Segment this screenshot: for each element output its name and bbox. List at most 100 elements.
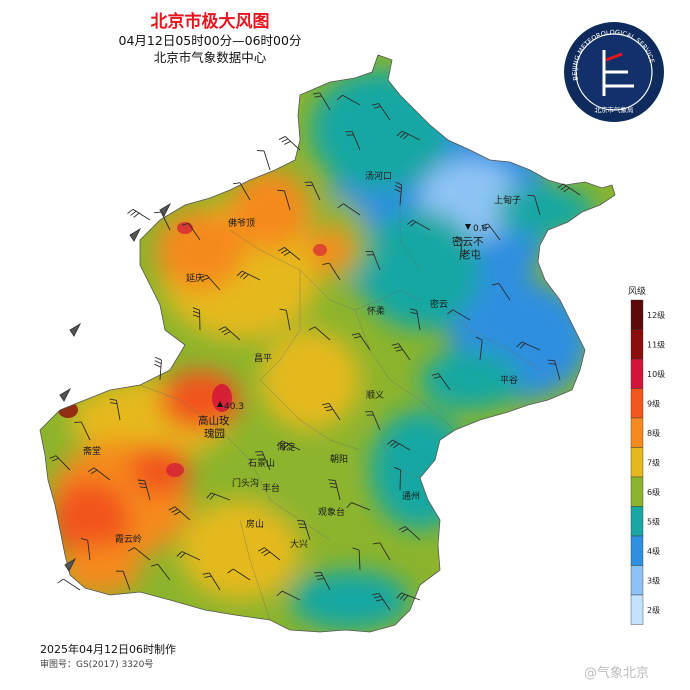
wind-barb-feather <box>324 405 332 409</box>
wind-barb-feather <box>221 328 228 333</box>
wind-barbs <box>49 92 581 611</box>
wind-flag-icon <box>64 557 77 572</box>
wind-barb-feather <box>313 571 321 574</box>
wind-barb-feather <box>330 486 338 488</box>
wind-barb-feather <box>239 272 246 278</box>
legend: 12级 11级 10级 9级 8级 7级 6级 5级 4级 3级 2级 <box>630 299 665 625</box>
wind-barb-feather <box>138 483 146 485</box>
legend-swatch <box>630 594 644 625</box>
wind-barb-shaft <box>328 262 341 281</box>
legend-swatch <box>630 535 644 566</box>
wind-barb-feather <box>560 185 567 191</box>
label-mentougou: 门头沟 <box>232 477 259 489</box>
wind-barb-feather <box>403 595 409 602</box>
wind-barb-feather <box>133 212 140 218</box>
wind-barb-feather <box>393 466 401 471</box>
wind-barb-feather <box>353 335 361 339</box>
wind-barb-shaft <box>63 578 81 591</box>
wind-barb-shaft <box>314 326 331 341</box>
wind-barb-shaft <box>343 203 361 216</box>
wind-barb-feather <box>90 469 98 475</box>
wind-barb-feather <box>308 326 316 331</box>
wind-barb-feather <box>375 598 383 602</box>
wind-barb-feather <box>179 552 186 559</box>
wind-barb-feather <box>527 194 535 197</box>
legend-label: 3级 <box>647 575 660 585</box>
wind-barb-feather <box>206 492 212 499</box>
wind-barb-feather <box>433 376 441 379</box>
max-marker-icon <box>217 401 223 407</box>
wind-barb-shaft <box>263 150 271 171</box>
wind-barb-feather <box>329 482 337 485</box>
legend-swatch <box>630 447 644 478</box>
wind-barb-feather <box>276 590 283 597</box>
wind-barb-feather <box>337 203 344 209</box>
wind-barb-feather <box>154 363 162 368</box>
wind-barb-feather <box>373 595 381 599</box>
wind-barb-feather <box>394 185 402 190</box>
legend-label: 2级 <box>647 605 660 615</box>
wind-barb-feather <box>258 547 265 552</box>
wind-barb-shaft <box>533 195 541 216</box>
legend-title: 风级 <box>628 287 647 297</box>
wind-barb-feather <box>154 211 162 214</box>
wind-barb-feather <box>391 343 399 346</box>
wind-barb-feather <box>304 181 312 183</box>
wind-barb-shaft <box>399 469 402 491</box>
wind-barb-feather <box>409 308 417 311</box>
label-chaoyang: 朝阳 <box>330 454 348 465</box>
wind-barb-shaft <box>233 568 251 581</box>
wind-barb-feather <box>386 439 393 445</box>
wind-barb-feather <box>371 103 379 106</box>
wind-barb-feather <box>326 408 334 412</box>
wind-barb-feather <box>128 547 135 552</box>
legend-label: 5级 <box>647 516 660 526</box>
station-max-name-2: 瑰园 <box>204 427 225 440</box>
wind-barb-feather <box>317 578 325 580</box>
label-haidian: 海淀 <box>277 441 295 453</box>
wind-barb-feather <box>410 221 417 227</box>
wind-barb-feather <box>154 360 162 365</box>
wind-barb-feather <box>284 140 291 145</box>
wind-barb-shaft <box>283 190 291 211</box>
wind-barb-feather <box>276 440 283 446</box>
wind-barb-feather <box>171 508 178 513</box>
wind-barb-feather <box>336 94 343 101</box>
wind-barb-feather <box>393 346 401 349</box>
watermark: @气象北京 <box>584 666 650 681</box>
wind-barb-feather <box>314 95 322 98</box>
wind-barb-feather <box>173 511 181 516</box>
wind-barb-shaft <box>122 571 131 591</box>
wind-barb-shaft <box>157 563 171 581</box>
wind-barb-feather <box>279 308 287 311</box>
wind-barb-feather <box>322 402 330 406</box>
wind-barb-feather <box>346 502 352 508</box>
label-pinggu: 平谷 <box>500 375 518 386</box>
legend-swatch <box>630 299 644 330</box>
wind-barb-feather <box>176 551 183 557</box>
wind-barb-feather <box>447 309 454 315</box>
legend-label: 10级 <box>647 369 665 379</box>
bms-logo-icon: BEIJING METEOROLOGICAL SERVICE 北京市气象局 <box>562 20 666 124</box>
wind-barb-feather <box>328 479 336 481</box>
wind-barb-feather <box>395 349 403 352</box>
map-title: 北京市极大风图 <box>150 12 270 32</box>
wind-barb-feather <box>51 457 59 462</box>
wind-barb-shaft <box>134 547 151 561</box>
legend-label: 11级 <box>647 339 665 349</box>
wind-barb-feather <box>202 572 210 575</box>
station-max-name-1: 高山玫 <box>198 414 230 427</box>
wind-barb-feather <box>204 575 212 578</box>
wind-barb-feather <box>395 181 402 186</box>
wind-barb-feather <box>154 356 162 361</box>
wind-barb-feather <box>130 210 137 216</box>
wind-barb-shaft <box>479 340 483 361</box>
wind-barb-feather <box>398 526 406 531</box>
wind-barb-feather <box>150 563 158 567</box>
wind-barb-feather <box>351 332 359 336</box>
wind-barb-feather <box>192 314 200 318</box>
label-fengtai: 丰台 <box>262 482 280 494</box>
wind-flag-icon <box>59 387 72 402</box>
wind-barb-feather <box>410 311 418 315</box>
legend-swatch <box>630 388 644 419</box>
